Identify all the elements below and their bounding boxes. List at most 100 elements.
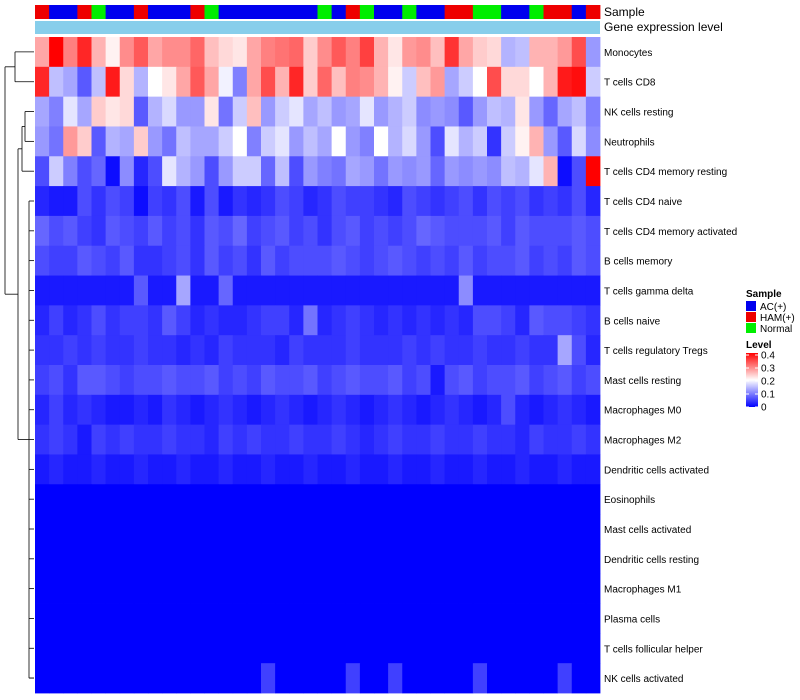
heatmap-cell xyxy=(402,573,417,604)
heatmap-cell xyxy=(515,186,530,217)
heatmap-cell xyxy=(571,543,587,575)
heatmap-cell xyxy=(148,335,163,366)
heatmap-cell xyxy=(317,96,333,127)
heatmap-cell xyxy=(35,156,50,187)
heatmap-cell xyxy=(289,603,304,634)
heatmap-cell xyxy=(162,633,177,664)
heatmap-cell xyxy=(543,543,559,575)
heatmap-cell xyxy=(317,394,333,426)
heatmap-cell xyxy=(374,126,389,157)
sample-annotation-cell xyxy=(472,5,488,19)
heatmap-cell xyxy=(331,275,347,306)
legend-sample-title: Sample xyxy=(746,289,782,300)
heatmap-cell xyxy=(261,543,276,575)
heatmap-cell xyxy=(416,275,431,306)
legend-level-ticks: 0.4 0.3 0.2 0.1 0 xyxy=(746,351,775,414)
heatmap-cell xyxy=(133,275,149,306)
heatmap-cell xyxy=(402,454,417,485)
heatmap-cell xyxy=(402,96,417,127)
legend-group-label: Normal xyxy=(760,324,792,335)
heatmap-cell xyxy=(515,96,530,127)
heatmap-cell xyxy=(289,96,304,127)
heatmap-cell xyxy=(444,126,460,157)
sample-annotation-label: Sample xyxy=(604,5,645,19)
heatmap-cell xyxy=(458,514,474,545)
heatmap-cell xyxy=(218,365,234,396)
heatmap-cell xyxy=(261,484,276,515)
heatmap-cell xyxy=(585,66,601,98)
legend-groups: AC(+)HAM(+)Normal xyxy=(746,301,795,335)
heatmap-cell xyxy=(204,394,220,426)
heatmap-cell xyxy=(430,394,446,426)
heatmap-cell xyxy=(133,484,149,515)
heatmap-cell xyxy=(91,663,107,694)
heatmap-cell xyxy=(571,66,587,98)
heatmap-cell xyxy=(402,126,417,157)
heatmap-cell xyxy=(487,663,502,694)
heatmap-cell xyxy=(91,335,107,366)
heatmap-cell xyxy=(218,603,234,634)
heatmap-cell xyxy=(218,543,234,575)
heatmap-cell xyxy=(49,573,64,604)
row-label: Dendritic cells resting xyxy=(604,555,699,566)
heatmap-cell xyxy=(402,156,417,187)
sample-annotation-cell xyxy=(275,5,290,19)
heatmap-cell xyxy=(444,603,460,634)
heatmap-cell xyxy=(218,394,234,426)
heatmap-cell xyxy=(331,603,347,634)
heatmap-cell xyxy=(176,454,191,485)
heatmap-cell xyxy=(119,663,135,694)
heatmap-cell xyxy=(261,186,276,217)
heatmap-cell xyxy=(176,633,191,664)
heatmap-cell xyxy=(515,454,530,485)
heatmap-cell xyxy=(35,543,50,575)
heatmap-cell xyxy=(388,96,403,127)
heatmap-cell xyxy=(388,514,403,545)
heatmap-cell xyxy=(557,245,573,276)
heatmap-cell xyxy=(105,96,121,127)
heatmap-cell xyxy=(176,394,191,426)
heatmap-cell xyxy=(232,484,248,515)
heatmap-cell xyxy=(444,484,460,515)
heatmap-cell xyxy=(571,573,587,604)
heatmap-cell xyxy=(388,275,403,306)
heatmap-cell xyxy=(204,573,220,604)
heatmap-cell xyxy=(275,394,290,426)
sample-annotation-cell xyxy=(303,5,318,19)
heatmap-cell xyxy=(232,275,248,306)
heatmap-cell xyxy=(515,514,530,545)
heatmap-cell xyxy=(345,424,361,455)
heatmap-cell xyxy=(543,514,559,545)
heatmap-cell xyxy=(148,305,163,336)
heatmap-cell xyxy=(430,514,446,545)
heatmap-cell xyxy=(148,573,163,604)
heatmap-cell xyxy=(246,37,262,68)
heatmap-cell xyxy=(374,424,389,455)
heatmap-cell xyxy=(77,305,92,336)
heatmap-cell xyxy=(63,484,78,515)
heatmap-cell xyxy=(543,633,559,664)
heatmap-cell xyxy=(571,365,587,396)
heatmap-cell xyxy=(162,215,177,247)
heatmap-cell xyxy=(63,394,78,426)
heatmap-cell xyxy=(77,394,92,426)
heatmap-cell xyxy=(275,66,290,98)
heatmap-cell xyxy=(105,305,121,336)
heatmap-cell xyxy=(374,454,389,485)
heatmap-cell xyxy=(501,37,516,68)
heatmap-cell xyxy=(388,454,403,485)
heatmap-cell xyxy=(63,663,78,694)
row-label: T cells regulatory Tregs xyxy=(604,346,708,357)
heatmap-cell xyxy=(275,275,290,306)
heatmap-cell xyxy=(303,365,318,396)
row-label: Macrophages M0 xyxy=(604,406,682,417)
heatmap-cell xyxy=(275,633,290,664)
heatmap-cell xyxy=(501,603,516,634)
heatmap-cell xyxy=(472,514,488,545)
heatmap-cell xyxy=(246,633,262,664)
sample-annotation-cell xyxy=(374,5,389,19)
sample-annotation-cell xyxy=(204,5,220,19)
heatmap-cell xyxy=(91,215,107,247)
heatmap-cell xyxy=(515,424,530,455)
row-label: Macrophages M2 xyxy=(604,436,682,447)
